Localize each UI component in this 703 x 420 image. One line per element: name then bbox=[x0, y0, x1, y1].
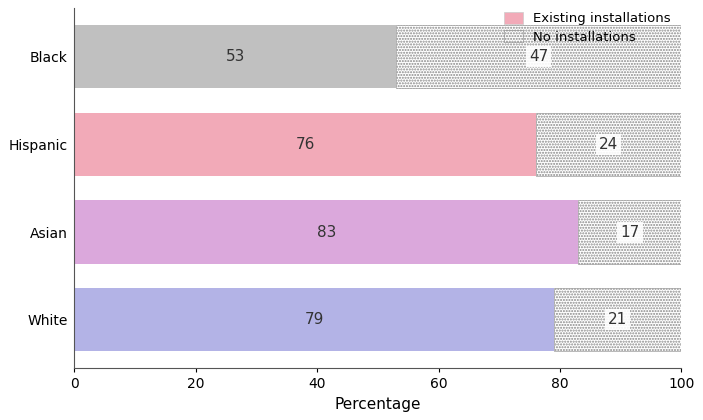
Bar bbox=[536, 113, 681, 176]
Text: 79: 79 bbox=[304, 312, 324, 327]
Text: 53: 53 bbox=[226, 49, 245, 64]
Legend: Existing installations, No installations: Existing installations, No installations bbox=[501, 8, 675, 48]
Bar bbox=[554, 288, 681, 352]
Bar bbox=[554, 288, 681, 352]
Bar bbox=[75, 25, 396, 88]
Bar bbox=[579, 200, 681, 264]
Text: 17: 17 bbox=[620, 225, 640, 239]
Bar bbox=[75, 288, 554, 352]
Bar bbox=[75, 113, 536, 176]
Text: 76: 76 bbox=[295, 137, 315, 152]
X-axis label: Percentage: Percentage bbox=[335, 396, 421, 412]
Bar bbox=[75, 200, 579, 264]
Bar bbox=[536, 113, 681, 176]
Bar bbox=[579, 200, 681, 264]
Bar bbox=[396, 25, 681, 88]
Text: 83: 83 bbox=[316, 225, 336, 239]
Bar bbox=[396, 25, 681, 88]
Text: 24: 24 bbox=[599, 137, 618, 152]
Text: 21: 21 bbox=[608, 312, 627, 327]
Text: 47: 47 bbox=[529, 49, 548, 64]
